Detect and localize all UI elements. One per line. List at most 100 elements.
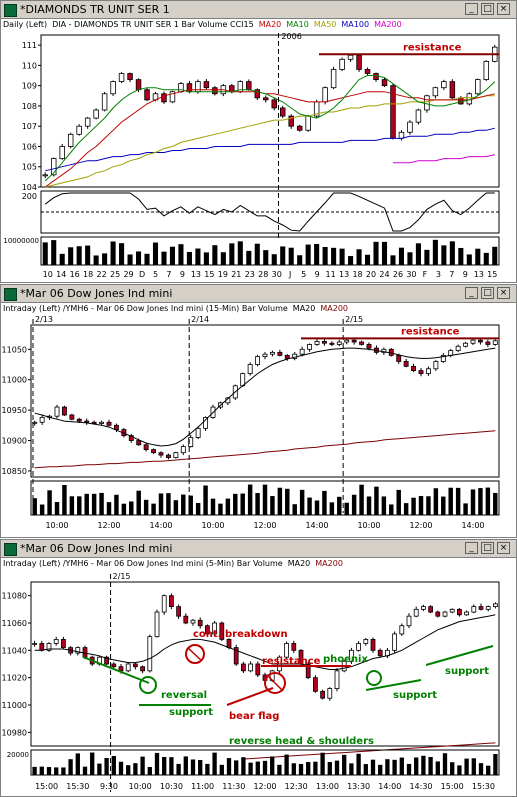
legend-item: MA20 (292, 304, 316, 313)
candle (203, 417, 209, 429)
candle (203, 81, 210, 89)
volume-bar (270, 496, 275, 515)
x-tick-label: 19 (218, 270, 228, 279)
candle (334, 670, 340, 690)
volume-bar (392, 759, 397, 775)
volume-bar (363, 764, 368, 775)
ma20-line (34, 347, 496, 447)
candle (125, 663, 131, 672)
y-tick-label: 107 (22, 122, 37, 131)
ma20-line (34, 614, 496, 670)
x-tick-label: 7 (166, 270, 171, 279)
minimize-button[interactable]: _ (465, 287, 478, 299)
candle (392, 633, 397, 651)
volume-bar (144, 253, 150, 265)
window-titlebar[interactable]: *DIAMONDS TR UNIT SER 1 _ □ × (1, 1, 516, 19)
volume-bar (111, 755, 116, 775)
window-titlebar[interactable]: *Mar 06 Dow Jones Ind mini _ □ × (1, 540, 516, 558)
x-tick-label: 14:00 (378, 782, 401, 791)
volume-bar (233, 493, 238, 515)
volume-bar (69, 496, 75, 515)
close-button[interactable]: × (497, 3, 510, 15)
volume-bar (62, 484, 67, 515)
candle (449, 608, 455, 613)
legend-item: MA50 (313, 20, 337, 29)
daily-chart-svg[interactable]: 1041051061071081091101112006resistance20… (1, 31, 516, 282)
chart-window-daily[interactable]: *DIAMONDS TR UNIT SER 1 _ □ × Daily (Lef… (0, 0, 517, 283)
maximize-button[interactable]: □ (481, 287, 494, 299)
volume-bar (219, 764, 224, 775)
candle (449, 81, 456, 99)
candle (54, 406, 60, 417)
window-titlebar[interactable]: *Mar 06 Dow Jones Ind mini _ □ × (1, 285, 516, 303)
intraday-15min-chart-svg[interactable]: 10850 10900 10950 11000 11050 2/13 2/14 2/15 res… (1, 315, 516, 537)
close-button[interactable]: × (497, 542, 510, 554)
annotation-label: cont. breakdown (193, 629, 288, 640)
minimize-button[interactable]: _ (465, 542, 478, 554)
candle (39, 417, 45, 423)
volume-bar (77, 496, 82, 515)
candle (197, 619, 203, 627)
chart-window-15min[interactable]: *Mar 06 Dow Jones Ind mini _ □ × Intrada… (0, 284, 517, 538)
y-tick-label: 11000 (2, 701, 27, 710)
candle (190, 619, 196, 624)
candle (284, 355, 290, 359)
volume-bar (68, 759, 73, 775)
candle (161, 595, 167, 613)
y-tick-label: 11000 (2, 376, 27, 385)
candle (254, 89, 261, 99)
volume-bar (212, 752, 217, 775)
candle (307, 344, 313, 350)
x-tick-label: 14 (56, 270, 66, 279)
volume-bar (47, 490, 52, 515)
volume-bar (188, 495, 193, 515)
volume-bar (195, 503, 201, 515)
session-date-label: 2/13 (35, 315, 53, 324)
volume-bar (277, 764, 282, 775)
volume-bar (32, 766, 37, 775)
candle (61, 639, 66, 649)
y-tick-label: 105 (22, 163, 37, 172)
y-tick-label: 11040 (2, 646, 27, 655)
volume-bar (75, 753, 80, 775)
volume-bar (493, 492, 498, 515)
candle (351, 339, 357, 343)
x-tick-label: 14:00 (461, 521, 484, 530)
candle (262, 353, 268, 358)
volume-bar (129, 501, 134, 515)
volume-bar (314, 500, 320, 515)
candle (336, 341, 342, 345)
volume-bar (39, 766, 44, 775)
x-tick-label: F (423, 270, 428, 279)
y-tick-label: 106 (22, 142, 37, 151)
minimize-button[interactable]: _ (465, 3, 478, 15)
candle (195, 81, 201, 93)
x-tick-label: 22 (97, 270, 107, 279)
volume-bar (414, 757, 419, 775)
close-button[interactable]: × (497, 287, 510, 299)
maximize-button[interactable]: □ (481, 542, 494, 554)
volume-bar (169, 246, 176, 265)
y-tick-label: 109 (22, 82, 37, 91)
reversal-circle (139, 676, 157, 694)
maximize-button[interactable]: □ (481, 3, 494, 15)
candle (305, 115, 311, 131)
intraday-5min-chart-svg[interactable]: 10980 11000 11020 11040 11060 11080 2/15 cont. … (1, 570, 516, 796)
x-tick-label: 7 (449, 270, 454, 279)
x-tick-label: 23 (245, 270, 255, 279)
candle (140, 666, 145, 672)
volume-bar (169, 757, 174, 775)
volume-bar (102, 253, 108, 265)
volume-bar (306, 762, 311, 775)
candle (42, 174, 48, 177)
volume-bar (421, 755, 426, 775)
volume-bar (241, 757, 246, 775)
candle (247, 364, 253, 375)
chart-window-5min[interactable]: *Mar 06 Dow Jones Ind mini _ □ × Intrada… (0, 539, 517, 797)
candle (299, 348, 305, 355)
candle (471, 606, 477, 613)
candle (32, 421, 38, 424)
candle (428, 606, 433, 613)
candle (91, 421, 97, 424)
x-tick-label: 24 (379, 270, 389, 279)
